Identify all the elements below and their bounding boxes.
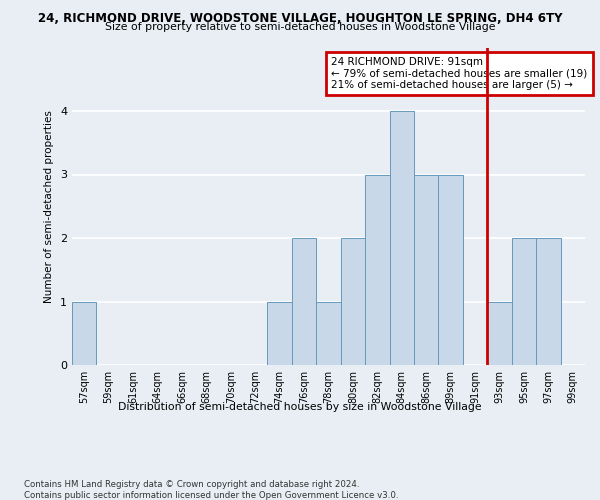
Bar	[72, 302, 97, 365]
Bar	[439, 174, 463, 365]
Bar	[487, 302, 512, 365]
Text: 24, RICHMOND DRIVE, WOODSTONE VILLAGE, HOUGHTON LE SPRING, DH4 6TY: 24, RICHMOND DRIVE, WOODSTONE VILLAGE, H…	[38, 12, 562, 24]
Bar	[292, 238, 316, 365]
Bar	[389, 111, 414, 365]
Text: Distribution of semi-detached houses by size in Woodstone Village: Distribution of semi-detached houses by …	[118, 402, 482, 412]
Bar	[341, 238, 365, 365]
Bar	[365, 174, 389, 365]
Y-axis label: Number of semi-detached properties: Number of semi-detached properties	[44, 110, 55, 302]
Text: 24 RICHMOND DRIVE: 91sqm
← 79% of semi-detached houses are smaller (19)
21% of s: 24 RICHMOND DRIVE: 91sqm ← 79% of semi-d…	[331, 57, 587, 90]
Bar	[268, 302, 292, 365]
Bar	[536, 238, 560, 365]
Bar	[512, 238, 536, 365]
Bar	[414, 174, 439, 365]
Bar	[316, 302, 341, 365]
Text: Size of property relative to semi-detached houses in Woodstone Village: Size of property relative to semi-detach…	[105, 22, 495, 32]
Text: Contains HM Land Registry data © Crown copyright and database right 2024.
Contai: Contains HM Land Registry data © Crown c…	[24, 480, 398, 500]
